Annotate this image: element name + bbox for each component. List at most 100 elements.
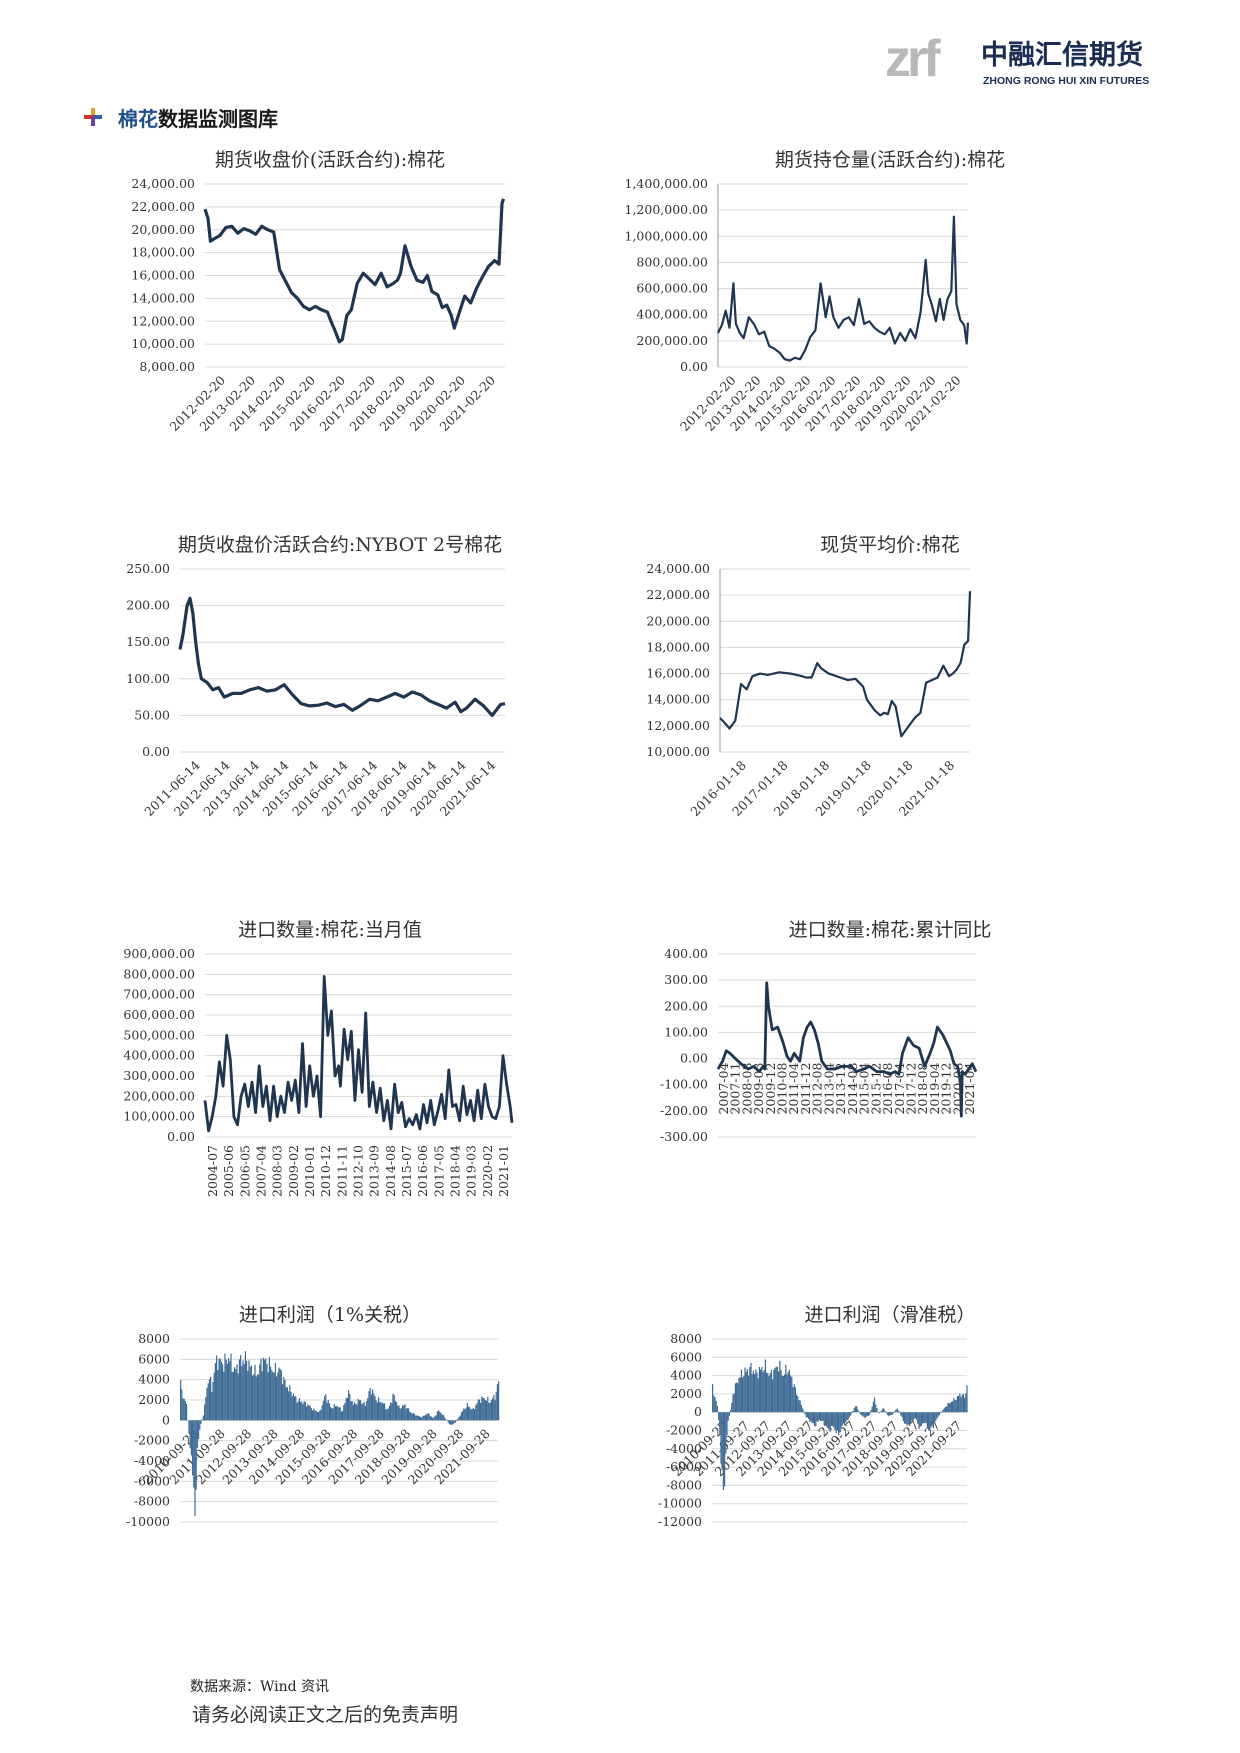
bar [312, 1410, 314, 1421]
y-tick-label: 0.00 [142, 744, 170, 759]
bar [325, 1394, 327, 1421]
bar [734, 1383, 736, 1413]
y-tick-label: -4000 [666, 1441, 702, 1456]
x-tick-label: 2007-11 [728, 1063, 743, 1115]
bar [314, 1410, 316, 1421]
bar [382, 1403, 384, 1421]
bar [231, 1371, 233, 1421]
colored-cross-icon [84, 108, 102, 126]
bar [946, 1406, 948, 1413]
bar [800, 1404, 802, 1413]
bar [797, 1396, 799, 1413]
bar [846, 1412, 848, 1421]
bar [896, 1408, 898, 1413]
bar [458, 1416, 460, 1421]
bar [874, 1397, 876, 1413]
x-tick-label: 2013-09 [367, 1145, 382, 1197]
bar [833, 1412, 835, 1428]
bar [321, 1405, 323, 1421]
bar [207, 1383, 209, 1421]
bar [379, 1401, 381, 1421]
bar [925, 1412, 927, 1423]
bar [444, 1417, 446, 1421]
bar [773, 1369, 775, 1413]
x-tick-label: 2014-08 [845, 1063, 860, 1115]
bar [188, 1420, 190, 1434]
x-tick-label: 2015-12 [868, 1063, 883, 1115]
bar [297, 1401, 299, 1421]
y-tick-label: 1,200,000.00 [625, 202, 709, 217]
bar [393, 1395, 395, 1421]
y-tick-label: 500,000.00 [123, 1027, 195, 1042]
bar [232, 1371, 234, 1421]
bar [476, 1403, 478, 1421]
bar [863, 1412, 865, 1417]
bar [274, 1362, 276, 1421]
y-tick-label: 12,000.00 [646, 718, 710, 733]
y-tick-label: 2000 [670, 1386, 702, 1401]
bar [902, 1412, 904, 1422]
bar [240, 1354, 242, 1421]
y-tick-label: 20,000.00 [646, 613, 710, 628]
bar [766, 1372, 768, 1413]
bar [852, 1411, 854, 1413]
bar [841, 1412, 843, 1427]
x-tick-label: 2009-03 [751, 1063, 766, 1115]
bar [494, 1400, 496, 1421]
bar [882, 1407, 884, 1413]
bar [929, 1412, 931, 1431]
bar [794, 1387, 796, 1413]
bar [838, 1412, 840, 1436]
bar [835, 1412, 837, 1434]
bar [716, 1405, 718, 1413]
y-tick-label: -6000 [134, 1473, 170, 1488]
bar [898, 1410, 900, 1413]
x-tick-label: 2013-04 [821, 1063, 836, 1115]
bar [724, 1412, 726, 1487]
bar [224, 1353, 226, 1421]
bar [736, 1382, 738, 1413]
y-tick-label: 800,000.00 [123, 966, 195, 981]
bar [893, 1412, 895, 1413]
y-tick-label: 6000 [670, 1349, 702, 1364]
bar [930, 1412, 932, 1428]
bar [948, 1402, 950, 1413]
bar [302, 1404, 304, 1421]
bar [961, 1394, 963, 1413]
bar [806, 1412, 808, 1418]
bar [435, 1415, 437, 1421]
bar [381, 1402, 383, 1421]
bar [242, 1360, 244, 1421]
x-tick-label: 2010-01 [302, 1145, 317, 1197]
chart-futures-open-interest: 期货持仓量(活跃合约):棉花 1,400,000.00 1,200,000.00 1,… [625, 148, 1200, 528]
bar [775, 1366, 777, 1413]
bar [465, 1407, 467, 1421]
bar [418, 1416, 420, 1421]
x-tick-label: 2011-04 [786, 1063, 801, 1115]
bar [416, 1415, 418, 1421]
bar [731, 1402, 733, 1413]
bar [484, 1399, 486, 1421]
chart-title: 期货持仓量(活跃合约):棉花 [775, 149, 1005, 171]
bar [756, 1372, 758, 1413]
bar [386, 1409, 388, 1421]
disclaimer: 请务必阅读正文之后的免责声明 [192, 1704, 459, 1726]
x-tick-label: 2007-04 [254, 1145, 269, 1197]
bar [779, 1360, 781, 1413]
chart-svg: 进口利润（1%关税） 8000 6000 4000 2000 0 -2000 -4000 -60… [126, 1304, 500, 1529]
bar [769, 1373, 771, 1413]
x-tick-label: 2017-04 [892, 1063, 907, 1115]
logo-english-name: ZHONG RONG HUI XIN FUTURES [983, 75, 1149, 87]
bar [214, 1363, 216, 1421]
bar [190, 1420, 192, 1456]
bar [222, 1364, 224, 1421]
bar [301, 1401, 303, 1421]
bar [721, 1412, 723, 1471]
bar [938, 1412, 940, 1416]
bar [316, 1412, 318, 1421]
bar [360, 1400, 362, 1421]
y-tick-label: -300.00 [660, 1129, 708, 1144]
bar [480, 1402, 482, 1421]
chart-title: 进口利润（1%关税） [239, 1304, 421, 1326]
bar [306, 1406, 308, 1421]
